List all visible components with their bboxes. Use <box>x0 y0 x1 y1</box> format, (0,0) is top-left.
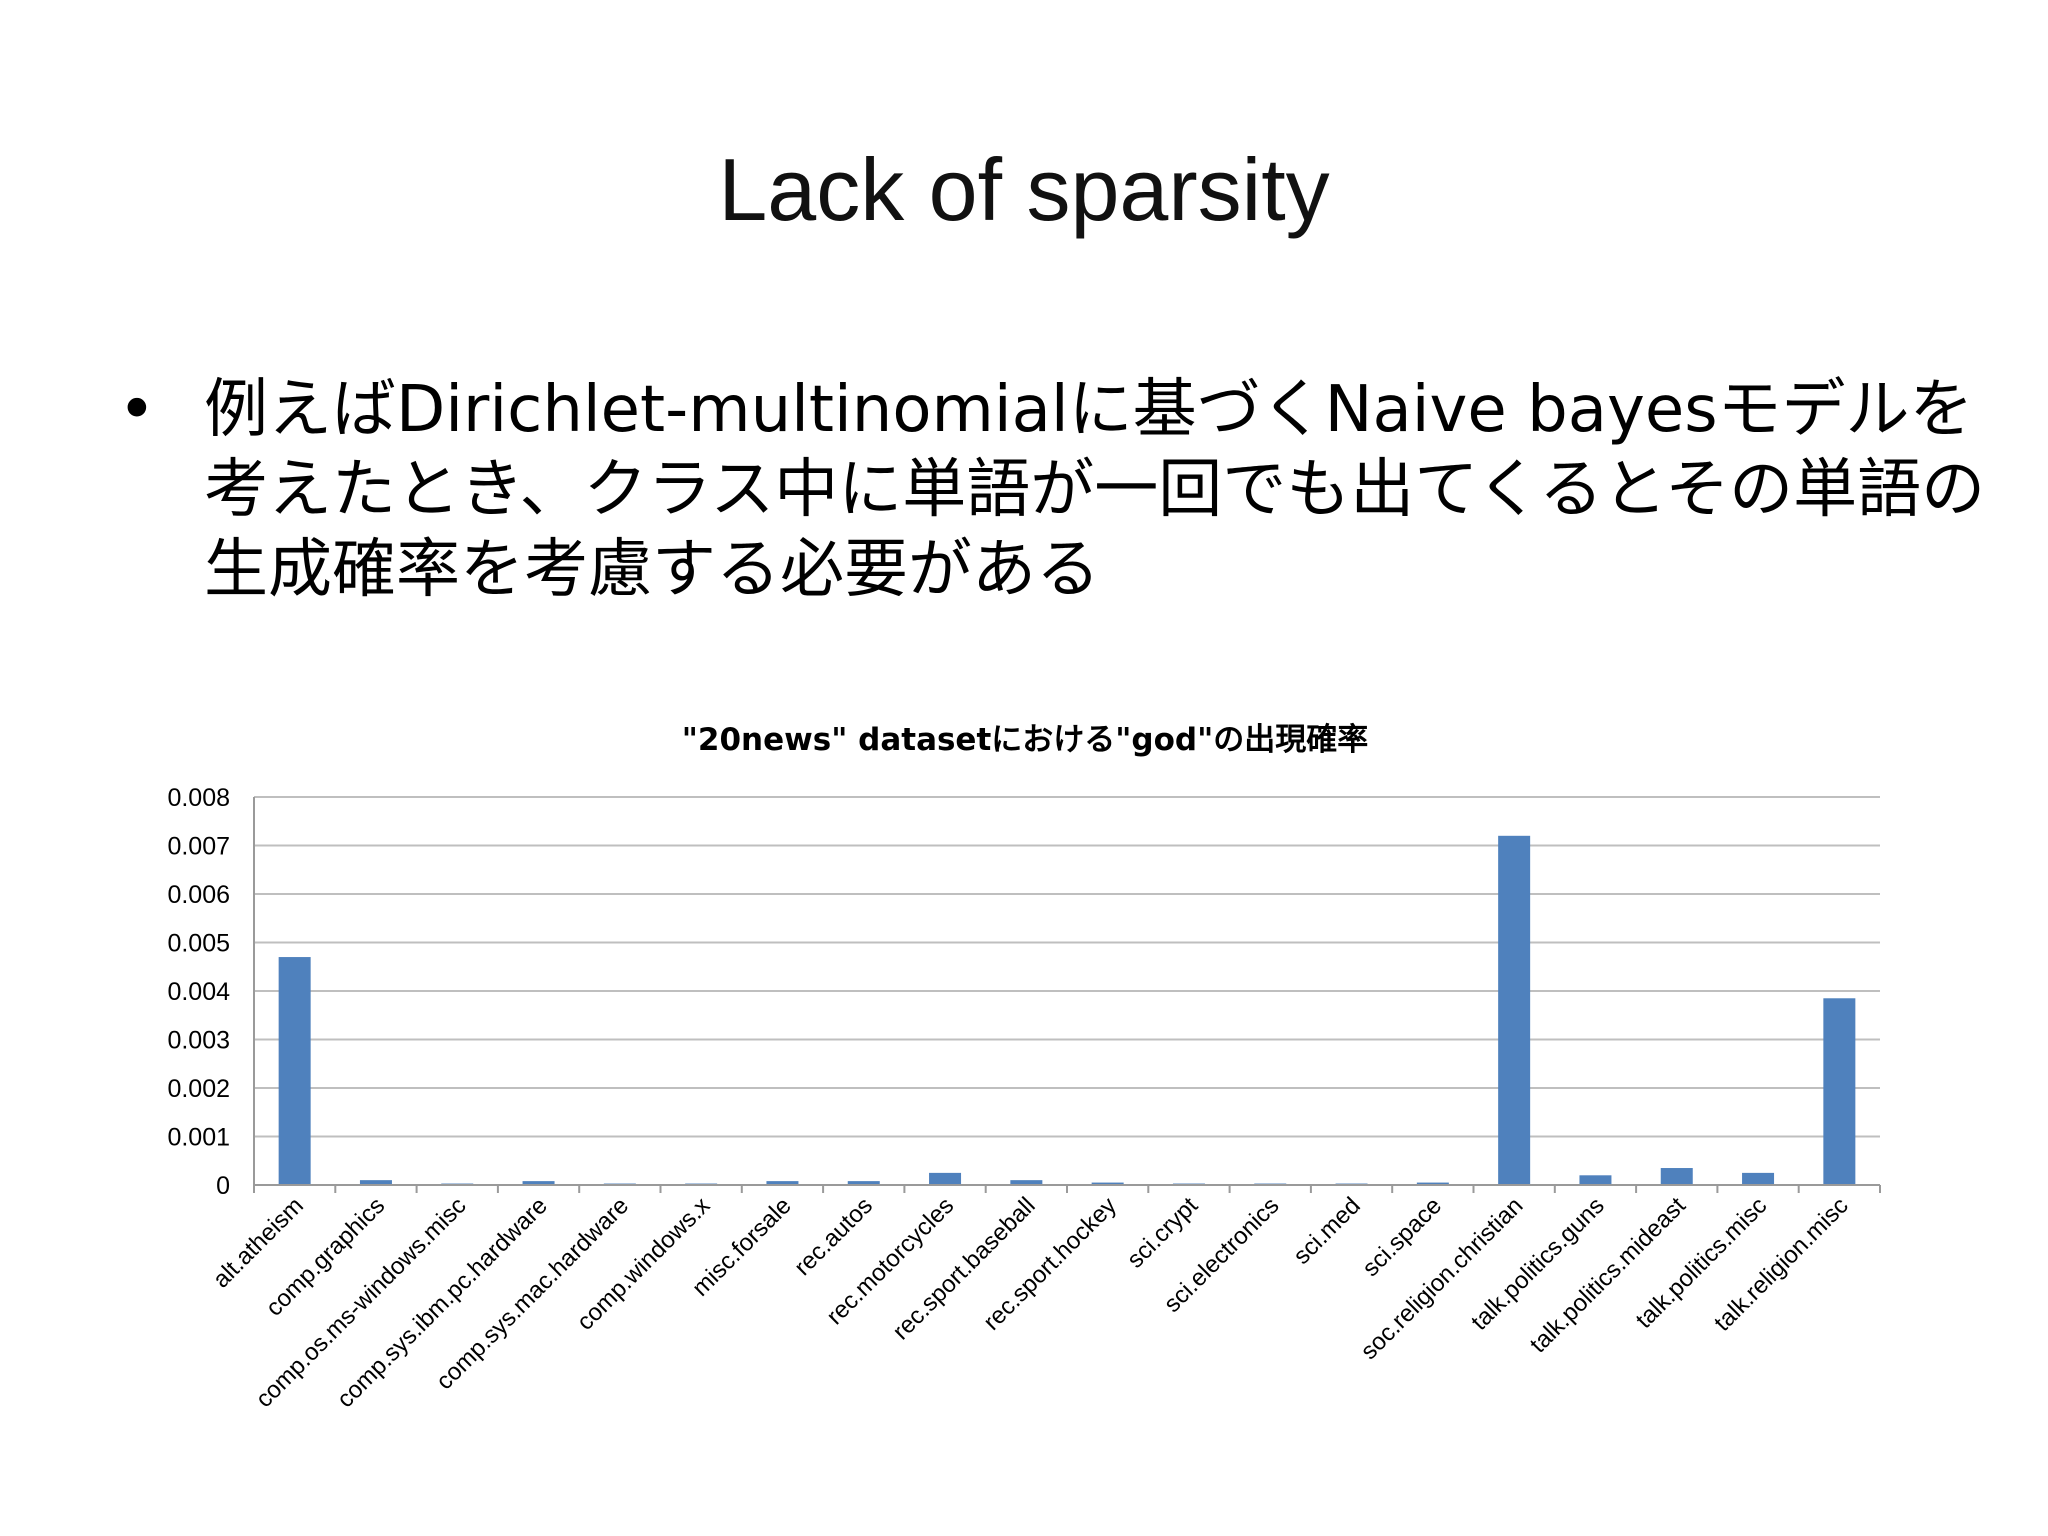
y-tick-label: 0.006 <box>167 881 230 909</box>
x-tick-label: sci.crypt <box>1122 1192 1204 1274</box>
bar <box>1010 1180 1043 1185</box>
bar <box>1742 1172 1775 1185</box>
bar <box>359 1180 392 1185</box>
y-tick-label: 0 <box>216 1172 230 1200</box>
x-tick-label: rec.sport.baseball <box>888 1192 1041 1345</box>
chart-title: "20news" datasetにおける"god"の出現確率 <box>682 722 1369 758</box>
y-tick-label: 0.005 <box>167 930 230 958</box>
y-tick-label: 0.003 <box>167 1027 230 1055</box>
y-tick-label: 0.008 <box>167 784 230 812</box>
gridlines <box>254 796 1880 1138</box>
bar <box>1660 1168 1693 1185</box>
x-tick-label: talk.politics.mideast <box>1525 1192 1691 1358</box>
y-tick-label: 0.004 <box>167 978 230 1006</box>
x-axis-labels: alt.atheismcomp.graphicscomp.os.ms-windo… <box>208 1192 1854 1413</box>
x-axis <box>253 797 1881 1193</box>
y-tick-label: 0.007 <box>167 833 230 861</box>
bullet-marker: • <box>118 373 156 447</box>
bar <box>522 1181 555 1185</box>
x-tick-label: sci.med <box>1288 1192 1366 1270</box>
bar <box>847 1181 880 1185</box>
bar <box>1416 1182 1449 1185</box>
bullet-text: 例えばDirichlet-multinomialに基づくNaive bayesモ… <box>204 373 1986 607</box>
bar <box>1579 1175 1612 1185</box>
bar <box>1091 1182 1124 1185</box>
x-tick-label: soc.religion.christian <box>1356 1192 1529 1365</box>
bar <box>766 1181 799 1185</box>
bar <box>278 957 311 1185</box>
bar <box>1498 835 1531 1185</box>
bar <box>929 1172 962 1185</box>
y-tick-label: 0.002 <box>167 1075 230 1103</box>
slide-title: Lack of sparsity <box>718 140 1330 239</box>
bar-chart: "20news" datasetにおける"god"の出現確率 0 0.001 0.0… <box>167 722 1881 1413</box>
y-axis-ticks: 0 0.001 0.002 0.003 0.004 0.005 0.006 0.007 0.00… <box>167 784 230 1200</box>
bars <box>278 835 1856 1185</box>
bar <box>1823 998 1856 1185</box>
y-tick-label: 0.001 <box>167 1124 230 1152</box>
